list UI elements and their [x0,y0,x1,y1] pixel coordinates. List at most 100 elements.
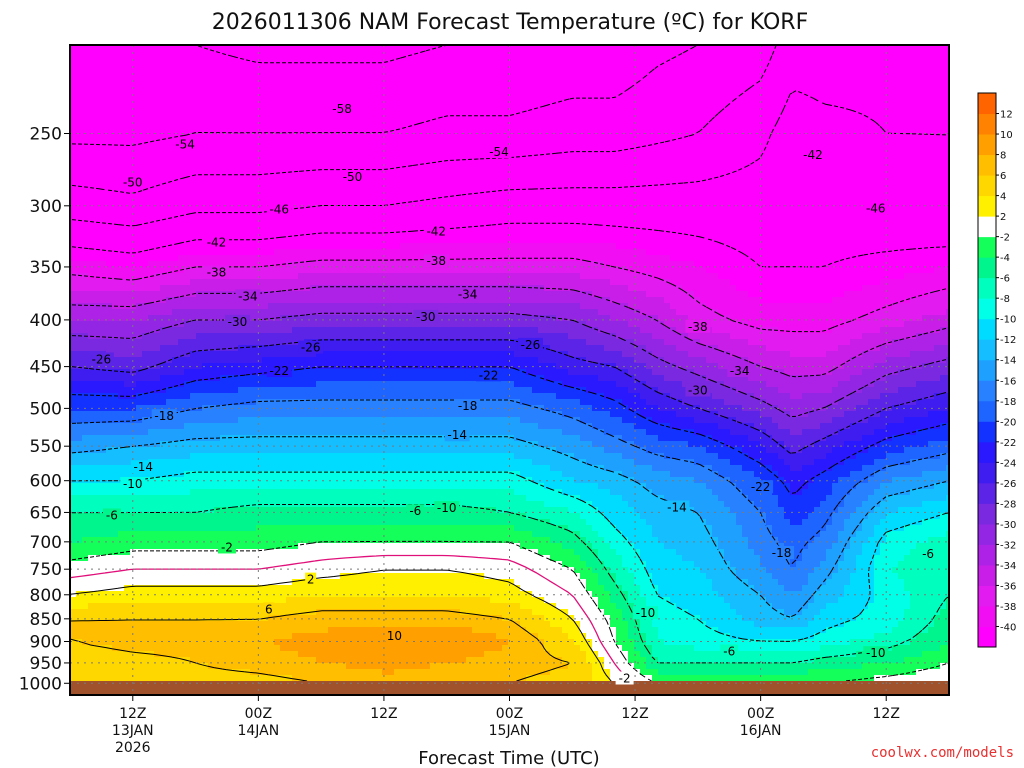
temperature-cell [568,663,593,670]
temperature-cell [520,603,557,610]
contour-label: -34 [730,364,750,378]
temperature-cell [610,519,647,526]
temperature-cell [70,513,527,520]
temperature-cell [484,573,581,580]
temperature-cell [160,375,221,382]
temperature-cell [928,411,949,418]
temperature-cell [904,657,949,664]
temperature-cell [760,507,785,514]
temperature-cell [910,459,949,466]
temperature-cell [70,339,179,346]
temperature-cell [946,465,949,472]
temperature-cell [124,585,521,592]
temperature-cell [748,291,845,298]
credit-link[interactable]: coolwx.com/models [871,745,1014,761]
temperature-cell [610,411,641,418]
temperature-cell [682,555,725,562]
temperature-cell [628,627,641,634]
temperature-cell [742,447,767,454]
temperature-cell [622,495,665,502]
temperature-cell [682,399,725,406]
contour-label-bg [919,547,938,561]
temperature-cell [640,411,677,418]
temperature-cell [850,357,887,364]
temperature-cell [784,609,803,616]
temperature-cell [748,543,785,550]
contour-label-bg [720,644,739,658]
temperature-cell [790,555,803,562]
temperature-cell [928,441,949,448]
contour-label-bg [664,500,690,514]
temperature-cell [154,651,299,658]
temperature-cell [748,375,851,382]
temperature-cell [616,639,635,646]
temperature-cell [754,423,779,430]
temperature-cell [946,531,949,538]
temperature-cell [760,411,791,418]
temperature-cell [844,495,869,502]
temperature-cell [730,429,767,436]
temperature-cell [286,597,491,604]
temperature-cell [748,495,779,502]
y-tick-label: 850 [30,610,62,630]
temperature-cell [796,561,821,568]
temperature-cell [730,633,815,640]
temperature-cell [70,441,161,448]
temperature-cell [778,327,833,334]
colorbar-swatch [978,277,996,299]
contour-label-bg [863,201,889,215]
temperature-cell [658,387,695,394]
contour-line [70,45,449,64]
temperature-cell [862,549,881,556]
temperature-cell [772,465,791,472]
temperature-cell [688,441,725,448]
temperature-cell [910,489,949,496]
temperature-cell [712,531,743,538]
temperature-cell [70,663,209,670]
temperature-cell [844,585,875,592]
contour-label: 6 [265,602,273,616]
temperature-cell [652,417,695,424]
temperature-cell [700,567,737,574]
temperature-cell [742,531,773,538]
temperature-cell [826,549,845,556]
temperature-cell [580,627,617,634]
temperature-cell [70,585,125,592]
temperature-cell [586,651,599,658]
temperature-cell [70,105,949,112]
temperature-cell [610,567,629,574]
contour-label: -2 [619,671,631,685]
temperature-cell [70,393,119,400]
y-tick-label: 750 [30,560,62,580]
temperature-cell [610,297,665,304]
colorbar-swatch [978,441,996,463]
temperature-cell [634,477,695,484]
contour-line [70,471,949,642]
temperature-cell [526,369,569,376]
temperature-cell [532,459,587,466]
contour-label-bg [130,460,156,474]
temperature-cell [904,579,949,586]
temperature-cell [760,441,785,448]
temperature-cell [904,447,949,454]
temperature-cell [652,489,713,496]
temperature-cell [634,423,671,430]
temperature-cell [70,159,949,166]
temperature-cell [934,621,949,628]
temperature-cell [178,339,305,346]
temperature-cell [532,387,587,394]
temperature-cell [826,495,845,502]
temperature-cell [820,645,893,652]
temperature-cell [148,315,281,322]
temperature-cell [652,351,689,358]
temperature-cell [784,543,809,550]
y-tick-label: 500 [30,399,62,419]
temperature-cell [70,219,949,226]
temperature-cell [808,573,833,580]
temperature-cell [628,633,647,640]
temperature-cell [136,381,185,388]
colorbar-label: -8 [1000,294,1010,305]
temperature-cell [718,309,875,316]
temperature-cell [772,417,833,424]
temperature-cell [634,645,653,652]
